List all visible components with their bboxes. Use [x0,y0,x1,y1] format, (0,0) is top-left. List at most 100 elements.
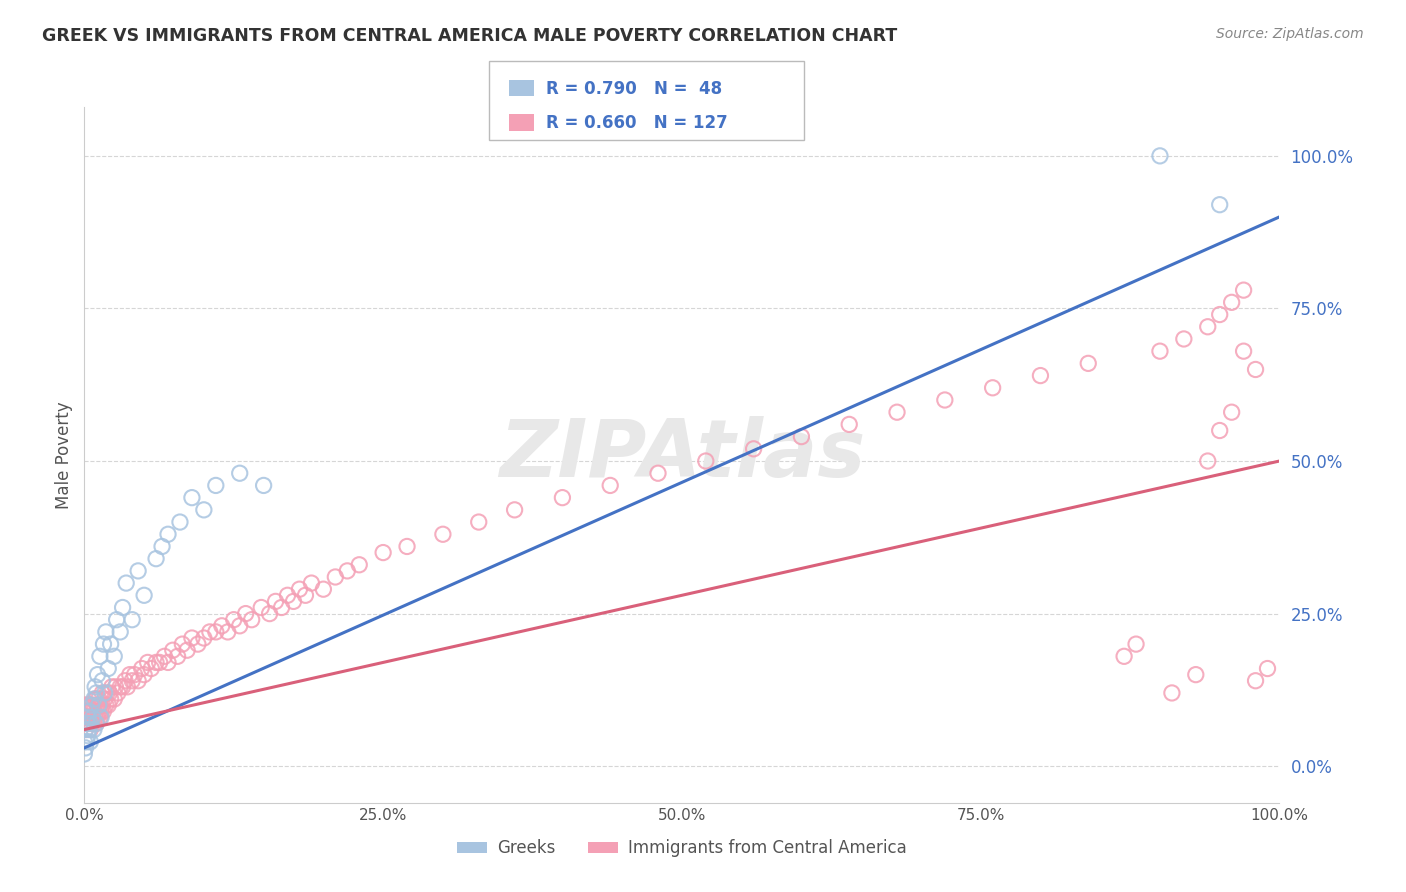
Point [86,692,108,706]
Point [83,704,105,718]
Point [86,716,108,731]
Point [86,716,108,731]
Point [172,637,194,651]
Point [73,698,96,713]
Point [110,680,132,694]
Point [82,710,104,724]
Point [934,392,956,407]
Point [94,624,117,639]
Point [100,637,122,651]
Point [336,564,359,578]
Point [104,680,127,694]
Point [1149,344,1171,359]
Point [1244,673,1267,688]
Text: R = 0.790   N =  48: R = 0.790 N = 48 [546,80,721,98]
Point [79,710,101,724]
Point [312,582,335,597]
Point [121,673,143,688]
Point [79,716,101,731]
Point [77,704,100,718]
Point [93,692,115,706]
Point [198,624,221,639]
Point [838,417,860,432]
Point [981,381,1004,395]
Point [187,637,209,651]
Point [86,686,108,700]
Point [76,716,98,731]
Point [647,467,669,481]
Point [157,527,180,541]
Point [94,698,117,713]
Point [115,576,138,591]
Point [77,710,100,724]
Point [93,704,115,718]
Point [1209,424,1232,438]
Point [1125,637,1147,651]
Point [503,503,526,517]
Point [105,613,128,627]
Point [181,631,204,645]
Point [91,673,114,688]
Point [91,698,114,713]
Point [551,491,574,505]
Point [77,710,100,724]
Point [166,649,188,664]
Point [83,723,105,737]
Point [110,624,132,639]
Point [79,698,101,713]
Point [73,704,96,718]
Point [76,704,98,718]
Point [77,723,100,737]
Point [80,704,103,718]
Point [86,710,108,724]
Point [86,698,108,713]
Point [87,692,110,706]
Point [1114,649,1136,664]
Point [145,656,167,670]
Point [75,723,97,737]
Point [127,673,149,688]
Point [73,747,96,761]
Point [468,515,491,529]
Point [259,607,281,621]
Point [250,600,273,615]
Point [86,704,108,718]
Point [270,600,292,615]
Point [217,624,239,639]
Point [101,680,124,694]
Point [1209,197,1232,211]
Point [75,704,97,718]
Point [229,619,252,633]
Point [253,478,276,492]
Point [599,478,621,492]
Point [79,735,101,749]
Point [1209,308,1232,322]
Point [96,686,118,700]
Point [742,442,765,456]
Point [121,613,143,627]
Point [87,704,110,718]
Y-axis label: Male Poverty: Male Poverty [55,401,73,508]
Point [695,454,717,468]
Point [118,667,141,681]
Point [89,649,111,664]
Point [73,735,96,749]
Point [87,698,110,713]
Point [153,649,176,664]
Point [240,613,263,627]
Point [97,698,120,713]
Point [396,540,419,554]
Point [157,656,180,670]
Point [136,656,159,670]
Point [84,710,107,724]
Point [1161,686,1184,700]
Point [103,692,125,706]
Point [80,716,103,731]
Point [432,527,454,541]
Point [90,704,112,718]
Point [141,661,163,675]
Point [1197,454,1219,468]
Point [73,710,96,724]
Point [181,491,204,505]
Point [76,698,98,713]
